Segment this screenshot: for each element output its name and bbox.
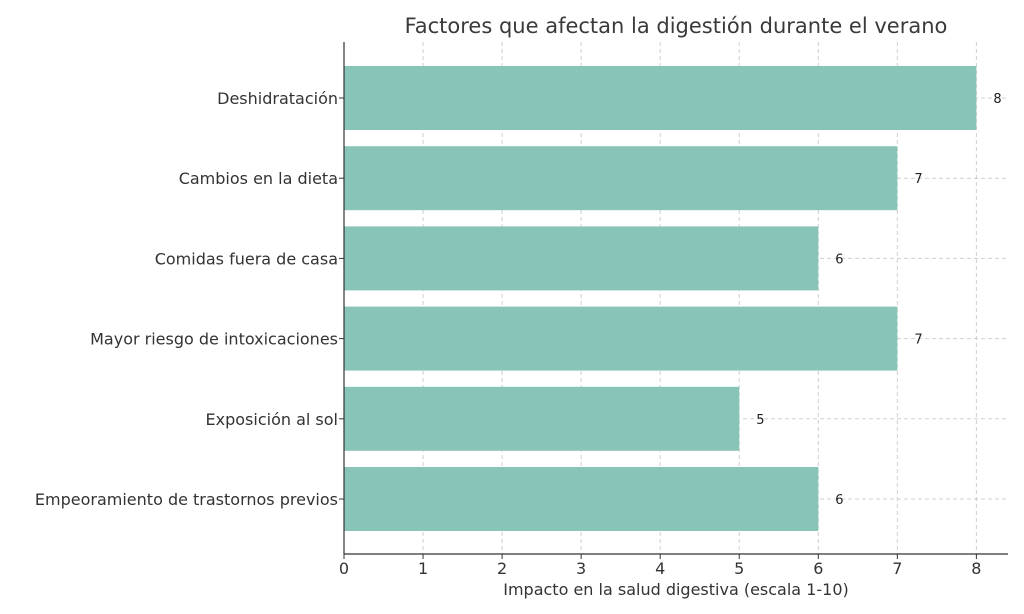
bar	[344, 226, 819, 291]
x-tick-label: 7	[892, 559, 902, 578]
bar	[344, 146, 898, 211]
category-label: Empeoramiento de trastornos previos	[35, 490, 338, 509]
category-label: Deshidratación	[217, 89, 338, 108]
data-label: 8	[993, 92, 1001, 107]
category-labels: Deshidratación Cambios en la dieta Comidas…	[35, 89, 344, 509]
axes	[343, 42, 1008, 555]
bar	[344, 467, 819, 531]
x-tick-label: 3	[576, 559, 586, 578]
x-axis-label: Impacto en la salud digestiva (escala 1-…	[503, 580, 849, 599]
category-label: Mayor riesgo de intoxicaciones	[90, 330, 338, 349]
data-label: 6	[835, 252, 843, 267]
x-tick-label: 0	[339, 559, 349, 578]
category-label: Cambios en la dieta	[179, 169, 338, 188]
data-labels: 8 7 6 7 5 6	[756, 92, 1001, 508]
bars	[344, 66, 977, 531]
data-label: 6	[835, 493, 843, 508]
chart-title: Factores que afectan la digestión durant…	[405, 14, 948, 38]
category-label: Comidas fuera de casa	[155, 249, 338, 268]
category-label: Exposición al sol	[206, 410, 338, 429]
data-label: 5	[756, 413, 764, 428]
bar	[344, 306, 898, 371]
bar	[344, 66, 977, 130]
bar	[344, 386, 740, 451]
x-tick-label: 5	[734, 559, 744, 578]
x-tick-label: 6	[813, 559, 823, 578]
x-ticks: 0 1 2 3 4 5 6 7 8	[339, 554, 981, 578]
x-tick-label: 8	[971, 559, 981, 578]
x-tick-label: 1	[418, 559, 428, 578]
data-label: 7	[914, 172, 922, 187]
x-tick-label: 4	[655, 559, 665, 578]
x-tick-label: 2	[497, 559, 507, 578]
data-label: 7	[914, 333, 922, 348]
